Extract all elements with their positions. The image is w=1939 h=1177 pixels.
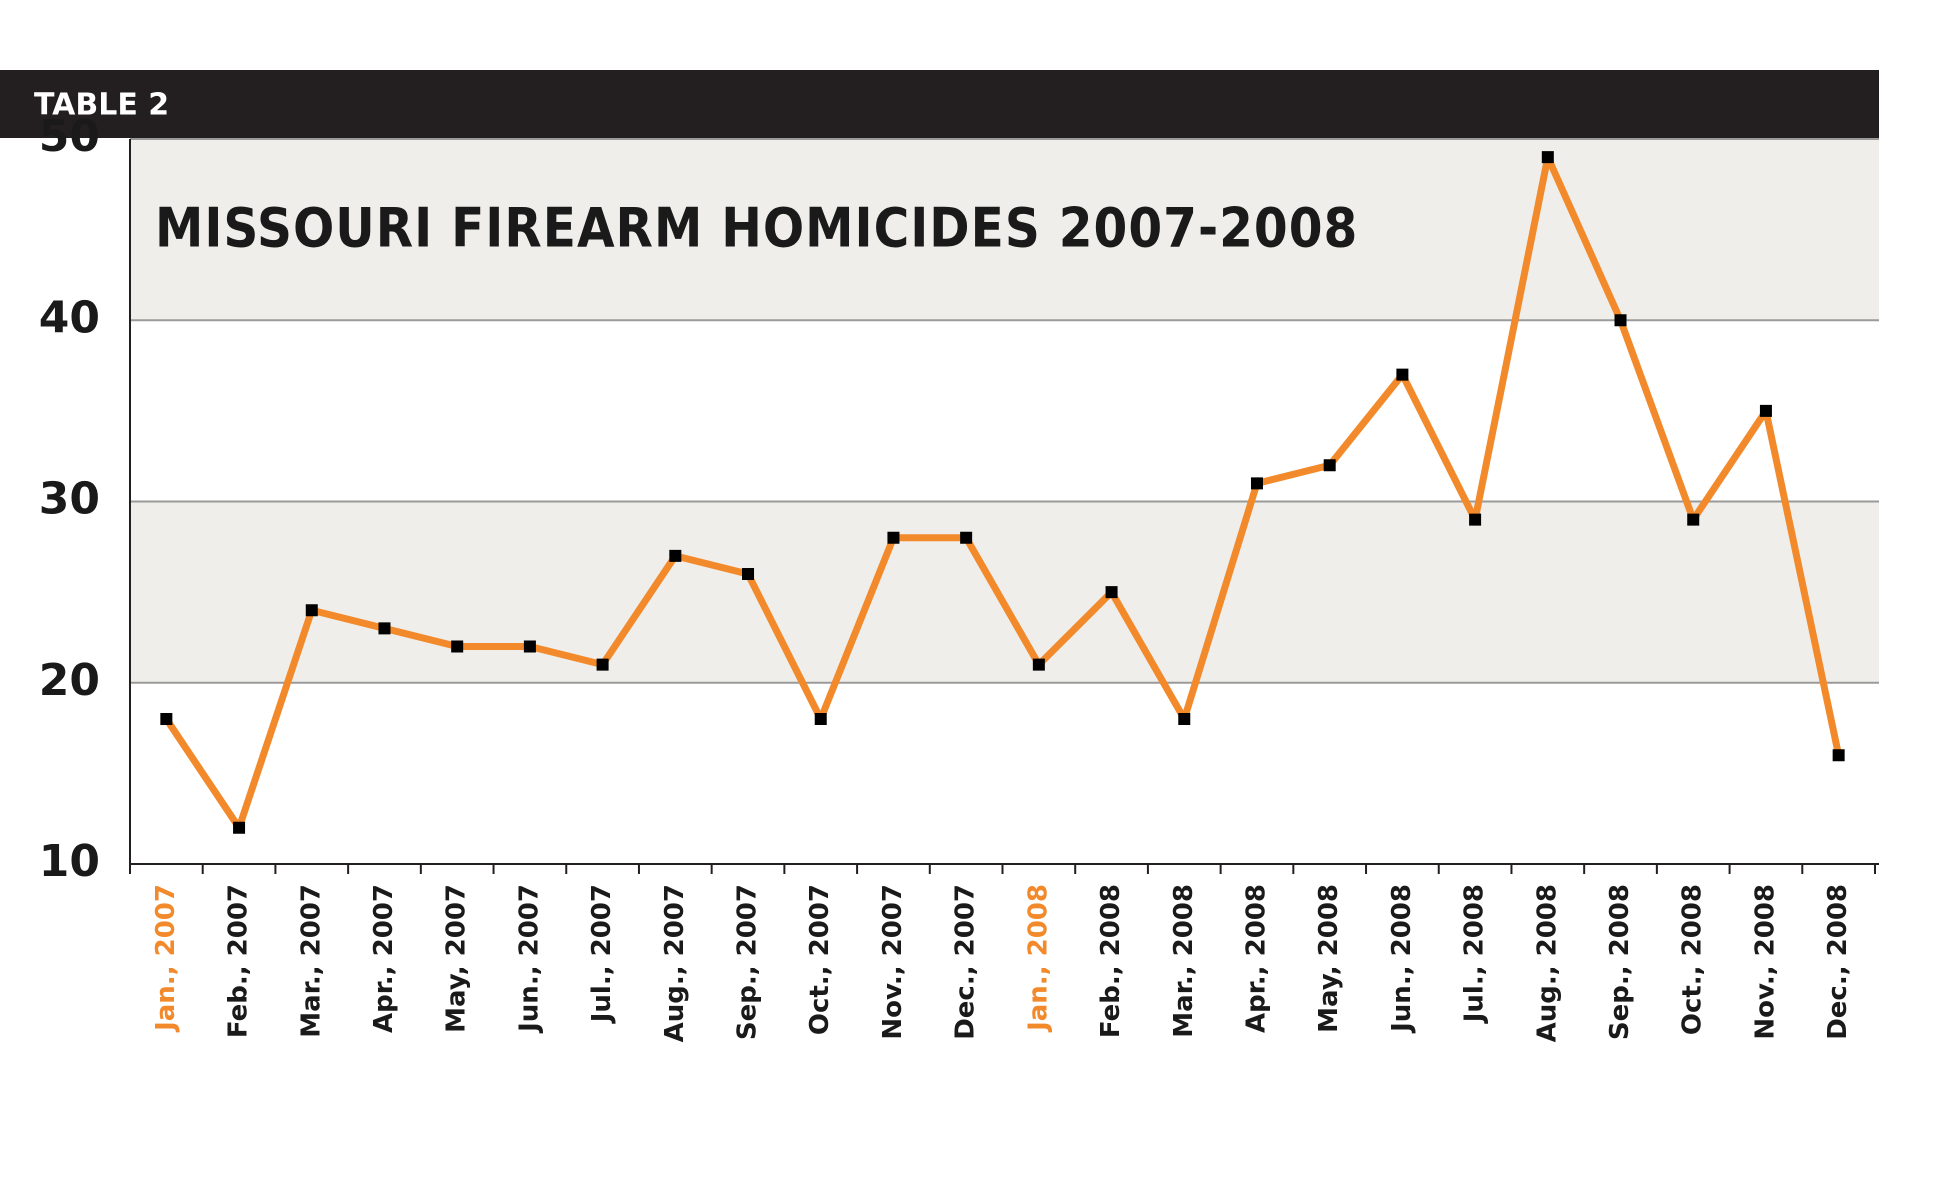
plot-band (130, 501, 1879, 683)
data-point (1178, 713, 1191, 725)
x-tick-label: Feb., 2008 (1096, 884, 1126, 1038)
data-point (960, 531, 973, 544)
x-tick-label: Nov., 2007 (878, 884, 908, 1040)
data-point (669, 549, 682, 562)
data-point (1469, 513, 1482, 526)
y-tick-label: 40 (39, 292, 100, 343)
x-tick-label: Sep., 2007 (733, 884, 763, 1040)
chart-title: MISSOURI FIREARM HOMICIDES 2007-2008 (155, 197, 1358, 260)
data-point (1396, 368, 1409, 381)
x-tick-label: Apr., 2008 (1241, 884, 1271, 1033)
data-point (1105, 586, 1118, 599)
x-tick-label: Jun., 2008 (1387, 884, 1417, 1034)
data-point (1687, 513, 1700, 526)
data-point (1250, 477, 1263, 490)
y-tick-label: 20 (39, 655, 100, 706)
data-point (523, 640, 536, 653)
data-line (163, 153, 1843, 832)
data-point (742, 568, 755, 580)
data-point (1759, 404, 1772, 417)
data-point (305, 604, 318, 617)
x-tick-label: Jan., 2008 (1023, 884, 1053, 1033)
data-point (1323, 459, 1336, 472)
data-point (160, 713, 173, 725)
x-tick-label: Sep., 2008 (1605, 884, 1635, 1040)
data-point (451, 640, 464, 653)
x-tick-label: Nov., 2008 (1750, 884, 1780, 1040)
y-tick-label: 30 (39, 474, 100, 525)
y-tick-label: 50 (39, 111, 100, 162)
x-tick-label: Jul., 2007 (587, 884, 617, 1024)
header-label: TABLE 2 (34, 88, 169, 123)
data-point (1832, 749, 1845, 762)
x-tick-label: May, 2008 (1314, 884, 1344, 1033)
y-tick-label: 10 (39, 836, 100, 887)
plot-band (130, 139, 1879, 321)
x-tick-label: Dec., 2008 (1823, 884, 1853, 1040)
x-tick-label: Apr., 2007 (369, 884, 399, 1033)
x-tick-label: May, 2007 (442, 884, 472, 1033)
data-point (1032, 658, 1045, 671)
header-bar (0, 70, 1879, 138)
data-point (1541, 151, 1554, 164)
x-tick-label: Jan., 2007 (151, 884, 181, 1033)
x-tick-label: Jun., 2007 (514, 884, 544, 1034)
x-tick-label: Mar., 2007 (296, 884, 326, 1038)
data-point (596, 658, 609, 671)
data-point (1614, 314, 1627, 327)
x-tick-label: Mar., 2008 (1169, 884, 1199, 1038)
data-point (378, 622, 391, 635)
x-tick-label: Oct., 2007 (805, 884, 835, 1035)
x-tick-label: Oct., 2008 (1678, 884, 1708, 1035)
data-point (233, 821, 246, 834)
data-point (814, 713, 827, 725)
x-tick-label: Jul., 2008 (1460, 884, 1490, 1024)
plot: 10 20 30 40 50 Jan., 2007 Feb., 2007 Mar., 2007… (39, 111, 1879, 1042)
x-tick-label: Feb., 2007 (224, 884, 254, 1038)
x-tick-label: Dec., 2007 (951, 884, 981, 1040)
x-tick-label: Aug., 2008 (1532, 884, 1562, 1042)
data-point (887, 531, 900, 544)
x-tick-label: Aug., 2007 (660, 884, 690, 1042)
